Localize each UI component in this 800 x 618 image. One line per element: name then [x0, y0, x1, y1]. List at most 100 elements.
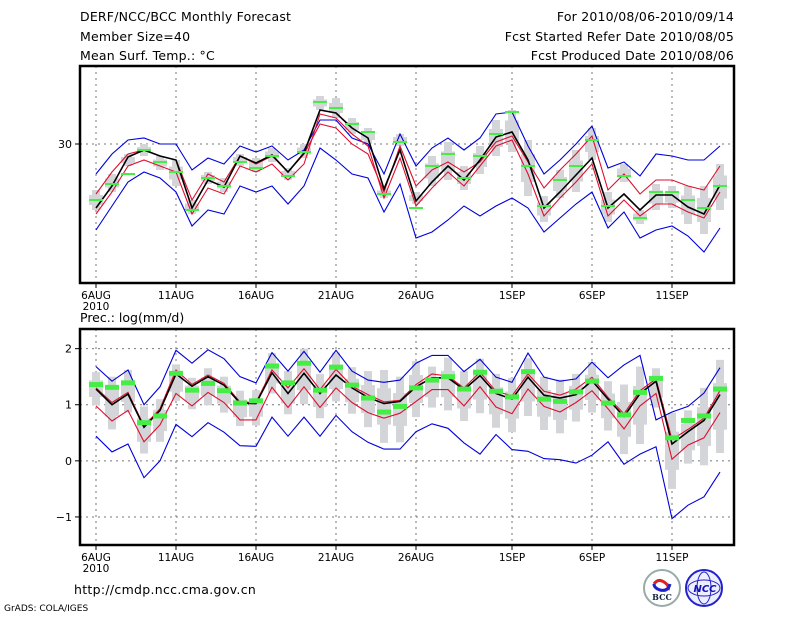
temperature-panel-label: Mean Surf. Temp.: °C [80, 48, 215, 63]
spread-box [329, 364, 343, 390]
spread-box [153, 409, 167, 432]
x-tick-label: 16AUG [238, 290, 274, 302]
series-line-upper-quantile [95, 367, 721, 441]
x-tick-label: 11AUG [158, 552, 194, 564]
observed-marker [489, 388, 503, 394]
y-tick-label: 2 [65, 343, 72, 356]
observed-marker [361, 131, 375, 133]
x-tick-label: 11SEP [656, 290, 689, 302]
spread-box [649, 190, 663, 204]
plot-frame [78, 327, 736, 547]
y-tick-label: 30 [58, 138, 72, 151]
observed-marker [345, 382, 359, 388]
series-line-upper-quantile [95, 123, 721, 202]
x-tick-label: 21AUG [318, 552, 354, 564]
observed-marker [649, 191, 663, 193]
observed-marker [137, 420, 151, 426]
observed-marker [409, 385, 423, 391]
member-size-label: Member Size=40 [80, 29, 191, 44]
observed-marker [681, 199, 695, 201]
observed-marker [505, 111, 519, 113]
observed-marker [681, 417, 695, 423]
observed-marker [585, 139, 599, 141]
observed-marker [329, 107, 343, 109]
x-tick-label: 6AUG [81, 290, 111, 302]
observed-marker [377, 409, 391, 415]
observed-marker [617, 175, 631, 177]
observed-marker [649, 375, 663, 381]
observed-marker [201, 177, 215, 179]
observed-marker [313, 101, 327, 103]
temperature-panel: 30 6AUG 11AUG 16AUG 21AUG 26AUG 1SEP 6SEP 11SEP 2… [58, 64, 736, 313]
observed-marker [473, 155, 487, 157]
observed-marker [89, 382, 103, 388]
series-line-lower-quantile [95, 385, 721, 461]
observed-marker [393, 141, 407, 143]
observed-marker [265, 363, 279, 369]
x-tick-label: 26AUG [398, 552, 434, 564]
observed-marker [441, 153, 455, 155]
observed-marker [121, 173, 135, 175]
observed-marker [569, 389, 583, 395]
observed-marker [569, 165, 583, 167]
x-tick-year-label: 2010 [83, 563, 110, 575]
observed-marker [617, 412, 631, 418]
observed-marker [249, 167, 263, 169]
ncc-logo: NCC [684, 568, 724, 608]
x-tick-label: 11SEP [656, 552, 689, 564]
observed-marker [361, 395, 375, 401]
forecast-start-date: Fcst Started Refer Date 2010/08/05 [504, 29, 734, 44]
observed-marker [217, 185, 231, 187]
spread-box [521, 154, 535, 182]
source-url[interactable]: http://cmdp.ncc.cma.gov.cn [74, 582, 257, 597]
observed-marker [473, 369, 487, 375]
observed-marker [633, 389, 647, 395]
observed-marker [249, 398, 263, 404]
spread-box [297, 362, 311, 391]
observed-marker [233, 161, 247, 163]
observed-marker [441, 374, 455, 380]
spread-box [233, 157, 247, 163]
forecast-produced-date: Fcst Produced Date 2010/08/06 [530, 48, 734, 63]
observed-marker [313, 387, 327, 393]
series-line-ensemble-mean [95, 371, 721, 446]
forecast-period: For 2010/08/06-2010/09/14 [556, 9, 734, 24]
y-tick-label: 1 [65, 399, 72, 412]
observed-marker [265, 155, 279, 157]
observed-marker [297, 151, 311, 153]
observed-marker [185, 387, 199, 393]
observed-marker [153, 161, 167, 163]
series-line-ensemble-mean [95, 109, 721, 216]
series-line-upper-envelope-max [95, 349, 721, 421]
observed-marker [185, 209, 199, 211]
observed-marker [425, 165, 439, 167]
spread-box [281, 171, 295, 177]
observed-marker [457, 386, 471, 392]
observed-marker [665, 435, 679, 441]
precipitation-panel-label: Prec.: log(mm/d) [80, 310, 184, 325]
x-tick-year-label: 2010 [83, 301, 110, 313]
ncc-logo-text: NCC [693, 584, 717, 595]
observed-marker [585, 378, 599, 384]
spread-box [409, 195, 423, 201]
observed-marker [281, 175, 295, 177]
x-tick-label: 6AUG [81, 552, 111, 564]
forecast-title: DERF/NCC/BCC Monthly Forecast [80, 9, 292, 24]
plot-frame [78, 64, 736, 285]
spread-box [617, 168, 631, 178]
spread-box [121, 157, 135, 163]
y-tick-label: 0 [65, 455, 72, 468]
observed-marker [121, 380, 135, 386]
observed-marker [217, 388, 231, 394]
x-tick-label: 21AUG [318, 290, 354, 302]
series-line-upper-envelope-max [95, 111, 721, 177]
bcc-logo-text: BCC [652, 592, 672, 602]
x-tick-label: 1SEP [499, 552, 525, 564]
observed-marker [153, 413, 167, 419]
observed-marker [601, 205, 615, 207]
observed-marker [233, 400, 247, 406]
observed-marker [633, 217, 647, 219]
spread-box [345, 122, 359, 130]
observed-marker [329, 364, 343, 370]
observed-marker [537, 205, 551, 207]
